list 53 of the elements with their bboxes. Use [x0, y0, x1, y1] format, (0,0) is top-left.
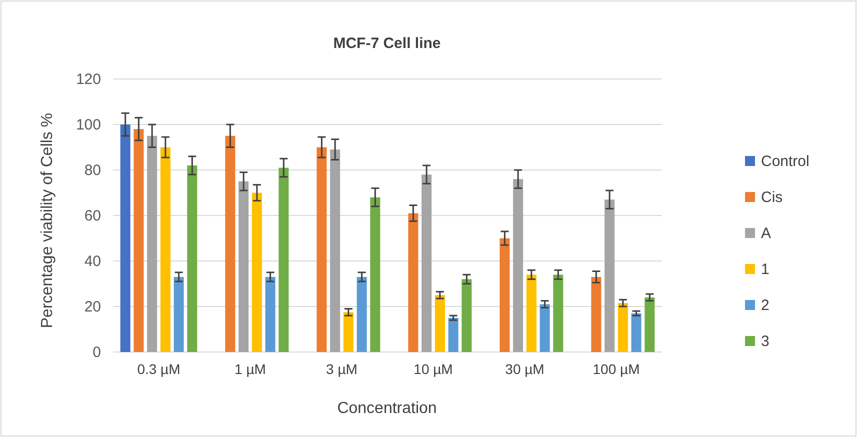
y-tick-label: 0 — [92, 344, 101, 361]
bar — [500, 238, 510, 352]
legend-label: 1 — [761, 261, 770, 278]
bar — [462, 279, 472, 352]
x-tick-label: 30 µM — [505, 360, 544, 377]
bar — [238, 181, 249, 352]
bar — [174, 276, 184, 352]
bar — [343, 312, 354, 352]
x-axis-title: Concentration — [337, 400, 437, 417]
bar — [448, 318, 458, 352]
bar — [316, 147, 327, 352]
y-tick-label: 120 — [76, 70, 101, 88]
bar — [644, 297, 655, 352]
x-tick-label: 0.3 µM — [137, 360, 180, 377]
bar — [540, 304, 550, 352]
legend-label: Control — [761, 153, 810, 170]
bar — [187, 165, 198, 352]
bar — [134, 129, 144, 352]
y-tick-label: 80 — [84, 162, 101, 179]
bar — [147, 136, 158, 352]
bar — [422, 174, 432, 352]
bar — [370, 197, 380, 352]
y-tick-label: 20 — [84, 298, 101, 316]
bar — [160, 147, 170, 352]
bar — [225, 136, 236, 352]
bar — [252, 192, 262, 352]
bar — [513, 179, 524, 352]
bar — [591, 276, 602, 352]
y-axis-title: Percentage viability of Cells % — [39, 112, 56, 328]
bar — [408, 213, 418, 352]
bar — [631, 313, 642, 352]
x-tick-label: 100 µM — [592, 360, 640, 377]
bar — [526, 274, 536, 352]
legend-label: Cis — [761, 189, 783, 206]
bar — [120, 124, 130, 352]
bar — [265, 276, 276, 352]
legend-label: 2 — [761, 297, 770, 314]
bar — [356, 276, 367, 352]
chart-title: MCF-7 Cell line — [333, 35, 441, 52]
bar — [553, 274, 564, 352]
y-tick-label: 60 — [84, 207, 101, 224]
bar — [278, 168, 289, 352]
y-tick-label: 100 — [76, 116, 101, 134]
bar — [604, 200, 615, 352]
legend-label: 3 — [761, 333, 770, 350]
bar — [618, 303, 628, 352]
x-tick-label: 10 µM — [414, 360, 453, 377]
bar — [330, 150, 340, 352]
x-tick-label: 1 µM — [234, 360, 266, 377]
y-tick-label: 40 — [84, 252, 101, 270]
x-tick-label: 3 µM — [326, 360, 358, 377]
bar — [434, 295, 445, 352]
legend-label: A — [761, 225, 772, 242]
